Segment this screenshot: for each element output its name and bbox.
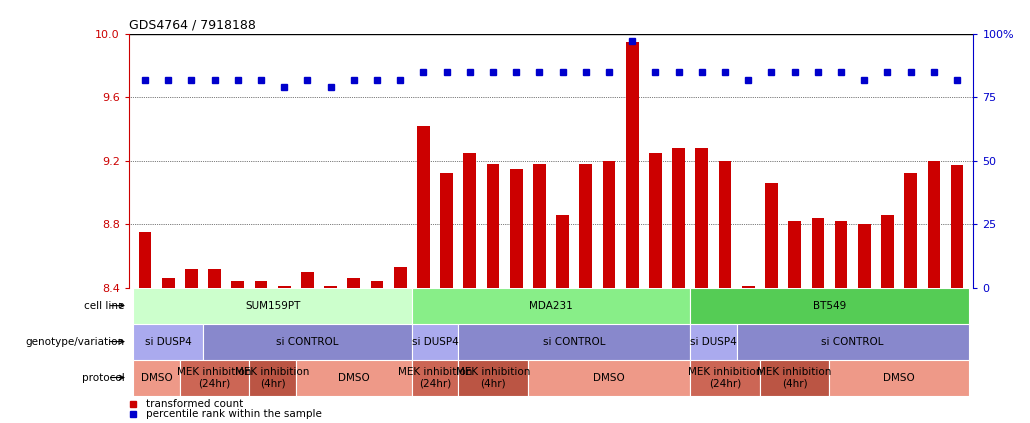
Text: DMSO: DMSO [593, 373, 625, 382]
Text: si DUSP4: si DUSP4 [412, 337, 458, 346]
Bar [162, 278, 174, 288]
Text: transformed count: transformed count [145, 399, 243, 409]
Text: SUM159PT: SUM159PT [245, 301, 301, 310]
Bar [788, 221, 801, 288]
Bar [393, 267, 407, 288]
Bar [412, 360, 458, 396]
Bar [690, 288, 968, 324]
Text: GDS4764 / 7918188: GDS4764 / 7918188 [129, 18, 255, 31]
Bar [736, 324, 968, 360]
Bar [254, 281, 268, 288]
Bar [134, 360, 180, 396]
Bar [208, 269, 221, 288]
Text: protocol: protocol [81, 373, 125, 382]
Text: MEK inhibition
(24hr): MEK inhibition (24hr) [688, 367, 762, 388]
Bar [580, 164, 592, 288]
Bar [904, 173, 917, 288]
Bar [534, 164, 546, 288]
Bar [834, 221, 848, 288]
Text: MEK inhibition
(4hr): MEK inhibition (4hr) [236, 367, 310, 388]
Text: si CONTROL: si CONTROL [276, 337, 339, 346]
Text: si CONTROL: si CONTROL [822, 337, 884, 346]
Bar [695, 148, 709, 288]
Bar [440, 173, 453, 288]
Bar [301, 272, 314, 288]
Bar [626, 42, 639, 288]
Bar [951, 165, 963, 288]
Bar [760, 360, 829, 396]
Bar [249, 360, 296, 396]
Text: cell line: cell line [84, 301, 125, 310]
Bar [829, 360, 968, 396]
Bar [742, 286, 755, 288]
Text: si CONTROL: si CONTROL [543, 337, 606, 346]
Bar [812, 218, 824, 288]
Text: MDA231: MDA231 [529, 301, 573, 310]
Bar [458, 360, 527, 396]
Bar [464, 153, 476, 288]
Text: MEK inhibition
(24hr): MEK inhibition (24hr) [398, 367, 472, 388]
Bar [278, 286, 290, 288]
Bar [324, 286, 337, 288]
Text: MEK inhibition
(24hr): MEK inhibition (24hr) [177, 367, 251, 388]
Bar [139, 232, 151, 288]
Text: si DUSP4: si DUSP4 [145, 337, 192, 346]
Bar [556, 215, 569, 288]
Bar [203, 324, 412, 360]
Bar [232, 281, 244, 288]
Bar [649, 153, 662, 288]
Bar [690, 324, 736, 360]
Bar [458, 324, 690, 360]
Text: DMSO: DMSO [338, 373, 370, 382]
Text: DMSO: DMSO [883, 373, 915, 382]
Bar [296, 360, 412, 396]
Bar [673, 148, 685, 288]
Bar [134, 288, 412, 324]
Bar [185, 269, 198, 288]
Bar [881, 215, 894, 288]
Bar [527, 360, 690, 396]
Text: MEK inhibition
(4hr): MEK inhibition (4hr) [456, 367, 530, 388]
Text: si DUSP4: si DUSP4 [690, 337, 736, 346]
Bar [417, 126, 430, 288]
Bar [603, 161, 616, 288]
Bar [134, 324, 203, 360]
Bar [412, 288, 690, 324]
Text: percentile rank within the sample: percentile rank within the sample [145, 409, 321, 419]
Text: BT549: BT549 [813, 301, 846, 310]
Text: DMSO: DMSO [141, 373, 172, 382]
Bar [180, 360, 249, 396]
Bar [347, 278, 360, 288]
Text: genotype/variation: genotype/variation [26, 337, 125, 346]
Bar [486, 164, 500, 288]
Bar [371, 281, 383, 288]
Bar [928, 161, 940, 288]
Bar [858, 224, 870, 288]
Bar [719, 161, 731, 288]
Bar [412, 324, 458, 360]
Bar [510, 169, 522, 288]
Text: MEK inhibition
(4hr): MEK inhibition (4hr) [757, 367, 832, 388]
Bar [690, 360, 760, 396]
Bar [765, 183, 778, 288]
